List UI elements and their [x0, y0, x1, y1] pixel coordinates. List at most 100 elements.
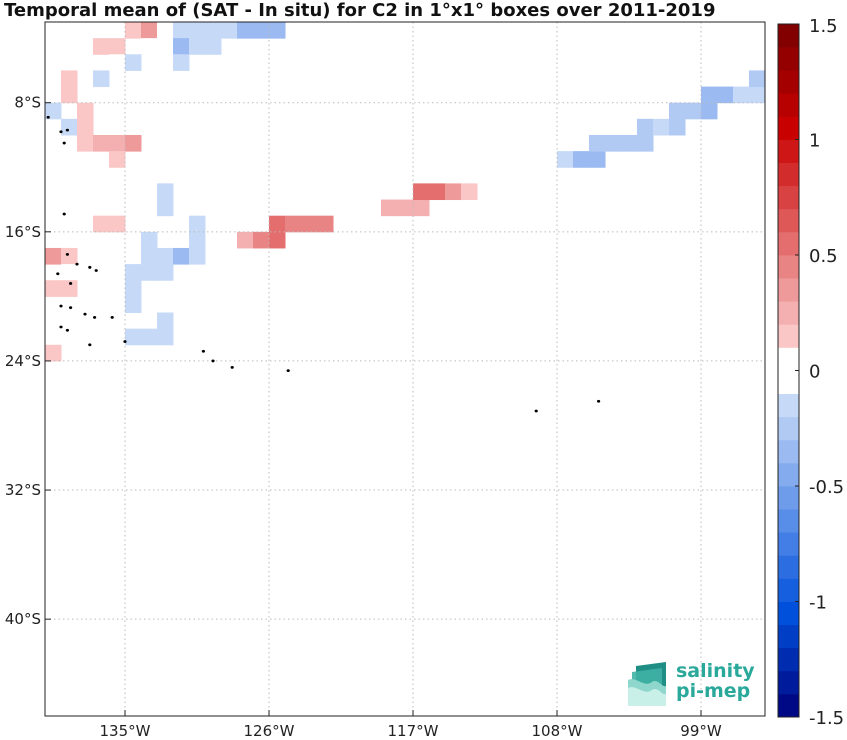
- anomaly-cell: [637, 134, 654, 152]
- y-tick-label: 8°S: [14, 94, 41, 112]
- x-tick-label: 126°W: [244, 722, 295, 740]
- anomaly-cell: [237, 22, 254, 39]
- anomaly-cell: [77, 118, 94, 136]
- x-axis-ticks: 135°W 126°W 117°W 108°W 99°W: [100, 710, 722, 740]
- y-tick-label: 24°S: [5, 352, 41, 370]
- colorbar-tick-label: 1: [809, 131, 820, 152]
- island: [94, 269, 98, 272]
- anomaly-cell: [141, 38, 158, 55]
- colorbar-swatch: [778, 93, 799, 117]
- island: [46, 115, 50, 119]
- y-axis-ticks: 8°S 16°S 24°S 32°S 40°S: [5, 94, 51, 628]
- colorbar-tick-label: -1: [809, 593, 827, 614]
- anomaly-cell: [269, 231, 286, 249]
- colorbar-swatch: [778, 670, 799, 695]
- anomaly-cell: [701, 102, 718, 120]
- anomaly-cell: [45, 102, 62, 120]
- anomaly-cell: [157, 38, 174, 55]
- anomaly-cell: [157, 183, 174, 201]
- anomaly-cell: [77, 102, 94, 120]
- anomaly-cell: [61, 264, 78, 281]
- island: [88, 343, 92, 347]
- island: [201, 349, 205, 353]
- anomaly-cell: [413, 183, 430, 201]
- anomaly-cell: [301, 215, 318, 233]
- anomaly-cell: [461, 183, 478, 201]
- anomaly-cell: [125, 134, 142, 152]
- logo-text-salinity: salinity: [676, 660, 755, 682]
- anomaly-cell: [109, 38, 126, 55]
- anomaly-cell: [189, 215, 206, 233]
- anomaly-cell: [717, 86, 734, 104]
- anomaly-cell: [381, 199, 398, 217]
- anomaly-cell: [205, 38, 222, 55]
- island: [597, 399, 601, 403]
- island: [286, 369, 290, 373]
- anomaly-cell: [701, 86, 718, 104]
- anomaly-cell: [157, 264, 174, 281]
- colorbar-swatch: [778, 208, 799, 233]
- anomaly-cell: [749, 86, 766, 104]
- colorbar-swatch: [778, 647, 799, 672]
- island: [62, 141, 66, 145]
- colorbar-ticks: 1.5 1 0.5 0 -0.5 -1 -1.5: [795, 16, 844, 729]
- x-tick-label: 135°W: [100, 722, 151, 740]
- colorbar-swatch: [778, 185, 799, 210]
- island: [59, 304, 63, 308]
- island: [59, 130, 63, 134]
- anomaly-cell: [189, 38, 206, 55]
- anomaly-cell: [173, 22, 190, 39]
- anomaly-cell: [157, 22, 174, 39]
- colorbar-swatch: [778, 231, 799, 256]
- anomaly-cell: [397, 199, 414, 217]
- island: [211, 359, 215, 363]
- anomaly-cell: [253, 231, 270, 249]
- island: [69, 282, 73, 285]
- colorbar-swatch: [778, 693, 799, 718]
- colorbar-swatch: [778, 509, 799, 533]
- anomaly-cell: [285, 215, 302, 233]
- anomaly-cell: [141, 328, 158, 346]
- anomaly-cell: [109, 215, 126, 233]
- anomaly-cell: [221, 22, 238, 39]
- anomaly-cell: [189, 22, 206, 39]
- logo-text-pimep: pi-mep: [676, 680, 751, 702]
- colorbar-tick-label: 1.5: [809, 16, 838, 37]
- x-tick-label: 108°W: [532, 722, 583, 740]
- island: [123, 340, 127, 343]
- anomaly-cell: [125, 280, 142, 297]
- anomaly-cell: [77, 134, 94, 152]
- colorbar-swatch: [778, 70, 799, 94]
- colorbar-tick-label: 0: [809, 362, 820, 383]
- colorbar-swatch: [778, 255, 799, 279]
- anomaly-cell: [733, 86, 750, 104]
- colorbar-tick-label: -1.5: [809, 708, 844, 729]
- colorbar-swatch: [778, 416, 799, 441]
- anomaly-cell: [157, 247, 174, 265]
- anomaly-cell: [653, 118, 670, 136]
- anomaly-cell: [317, 215, 334, 233]
- anomaly-cell: [93, 70, 110, 88]
- colorbar-swatch: [778, 278, 799, 302]
- anomaly-cell: [109, 118, 126, 136]
- anomaly-cell: [141, 247, 158, 265]
- anomaly-cell: [125, 22, 142, 39]
- anomaly-cell: [45, 280, 62, 297]
- anomaly-cell: [445, 183, 462, 201]
- anomaly-cell: [253, 22, 270, 39]
- anomaly-cell: [173, 54, 190, 71]
- anomaly-cell: [61, 70, 78, 88]
- anomaly-cell: [621, 134, 638, 152]
- anomaly-cell: [157, 312, 174, 330]
- colorbar-swatch: [778, 439, 799, 464]
- anomaly-cell: [669, 102, 686, 120]
- colorbar-swatch: [778, 301, 799, 325]
- anomaly-cell: [93, 38, 110, 55]
- anomaly-cell: [189, 247, 206, 265]
- anomaly-cell: [173, 247, 190, 265]
- anomaly-cell: [141, 264, 158, 281]
- anomaly-cell: [429, 183, 446, 201]
- anomaly-cell: [269, 215, 286, 233]
- y-tick-label: 40°S: [5, 610, 41, 628]
